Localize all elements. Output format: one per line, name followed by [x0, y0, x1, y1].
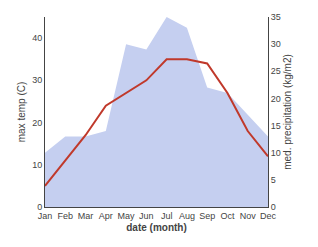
svg-text:Aug: Aug: [179, 211, 195, 221]
svg-text:35: 35: [271, 12, 281, 22]
svg-text:Mar: Mar: [78, 211, 94, 221]
svg-text:20: 20: [32, 118, 42, 128]
svg-text:date (month): date (month): [126, 222, 187, 233]
svg-text:Sep: Sep: [199, 211, 215, 221]
svg-text:May: May: [118, 211, 136, 221]
svg-text:5: 5: [271, 175, 276, 185]
svg-text:0: 0: [271, 202, 276, 212]
svg-text:40: 40: [32, 33, 42, 43]
svg-text:Oct: Oct: [220, 211, 235, 221]
svg-text:Apr: Apr: [99, 211, 113, 221]
svg-text:20: 20: [271, 94, 281, 104]
svg-text:30: 30: [271, 39, 281, 49]
svg-text:0: 0: [37, 202, 42, 212]
svg-text:max temp (C): max temp (C): [16, 82, 27, 143]
svg-text:med. precipitation (kg/m2): med. precipitation (kg/m2): [282, 54, 293, 170]
svg-text:25: 25: [271, 66, 281, 76]
svg-text:Feb: Feb: [58, 211, 74, 221]
svg-text:15: 15: [271, 121, 281, 131]
svg-text:30: 30: [32, 75, 42, 85]
svg-text:Jul: Jul: [161, 211, 173, 221]
svg-text:10: 10: [32, 160, 42, 170]
svg-text:Jun: Jun: [139, 211, 154, 221]
svg-text:Dec: Dec: [260, 211, 277, 221]
svg-text:10: 10: [271, 148, 281, 158]
svg-text:Jan: Jan: [38, 211, 53, 221]
svg-text:Nov: Nov: [240, 211, 257, 221]
